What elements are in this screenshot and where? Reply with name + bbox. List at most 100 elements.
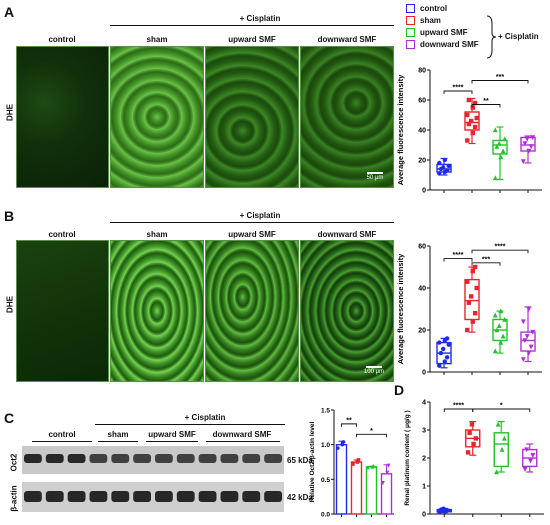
blot-band-actin: [155, 491, 173, 502]
blot-band-actin: [111, 491, 130, 502]
bar: [350, 461, 363, 515]
data-point: [385, 470, 390, 475]
box: [464, 111, 480, 131]
data-point: [474, 285, 479, 291]
data-point: [466, 121, 472, 127]
data-point: [526, 306, 532, 312]
scale-bar-a: 50 μm: [360, 172, 390, 181]
data-point: [526, 148, 532, 154]
blot-band-oct2: [242, 454, 261, 463]
significance-bracket: ****: [443, 85, 473, 94]
data-point: [386, 463, 391, 468]
chart-a-fluorescence: 0 20 40 60 80 Average fluorescence intensity *…: [396, 68, 542, 195]
blot-group-line-upward: [146, 441, 198, 442]
blot-band-actin: [89, 491, 108, 502]
blot-band-actin: [264, 491, 282, 502]
data-point: [530, 329, 536, 335]
micrograph-downward-b: [300, 240, 394, 382]
data-point: [474, 115, 479, 121]
data-point: [492, 348, 498, 354]
legend-label-downward: downward SMF: [420, 39, 479, 49]
legend-swatch-upward: [406, 27, 415, 37]
cisplatin-header-b: + Cisplatin: [239, 211, 281, 220]
data-point: [500, 148, 506, 154]
data-point: [473, 436, 479, 441]
data-point: [494, 143, 500, 149]
micrograph-sham-b: [110, 240, 204, 382]
data-point: [472, 311, 478, 316]
data-point: [442, 157, 447, 163]
group-downward-smf: [380, 463, 393, 515]
group-control: [436, 336, 452, 369]
group-downward-smf: [520, 135, 536, 165]
micrograph-upward-a: [205, 46, 299, 188]
data-point: [526, 350, 532, 356]
micrograph-upward-b: [205, 240, 299, 382]
significance-label: *: [370, 428, 373, 435]
group-sham: [464, 264, 480, 333]
data-point: [466, 97, 472, 103]
data-point: [524, 334, 530, 339]
data-point: [520, 357, 526, 363]
data-point: [498, 308, 504, 314]
significance-bracket: ****: [443, 403, 474, 412]
bar: [380, 473, 393, 515]
significance-label: *: [500, 403, 503, 410]
blot-strip-oct2: [22, 446, 284, 474]
blot-group-line-downward: [206, 441, 280, 442]
scale-bar-label-a: 50 μm: [366, 175, 384, 181]
data-point: [528, 144, 534, 150]
blot-band-oct2: [176, 454, 195, 463]
y-tick-label: 0: [422, 512, 426, 519]
y-axis-label: Renal platinum content ( μg/g ): [404, 410, 411, 505]
significance-bracket: ***: [471, 256, 501, 266]
blot-cisplatin-header: + Cisplatin: [184, 413, 226, 422]
blot-kda-actin: 42 kDa: [287, 493, 313, 502]
y-tick-label: 20: [418, 328, 426, 335]
panel-label-d: D: [394, 382, 405, 398]
column-label-upward-a: upward SMF: [228, 35, 276, 44]
data-point: [530, 135, 536, 141]
western-blot: [22, 446, 284, 512]
data-point: [465, 138, 470, 143]
data-point: [365, 465, 370, 470]
data-point: [470, 269, 475, 274]
legend-item-sham: sham: [406, 14, 546, 26]
blot-band-actin: [133, 491, 151, 502]
column-label-upward-b: upward SMF: [228, 230, 276, 239]
chart-b-fluorescence: 0 20 40 60 Average fluorescence intensity ***…: [396, 244, 542, 377]
blot-group-line-control: [32, 441, 92, 442]
legend-item-downward: downward SMF: [406, 38, 546, 50]
data-point: [470, 130, 475, 136]
legend-swatch-control: [406, 3, 415, 13]
data-point: [469, 294, 474, 299]
data-point: [467, 430, 472, 435]
scale-bar-b: 100 μm: [358, 366, 390, 375]
data-point: [492, 312, 498, 318]
blot-band-actin: [242, 491, 261, 502]
y-tick-label: 0: [422, 370, 426, 377]
group-upward-smf: [492, 308, 508, 354]
y-tick-label: 80: [418, 68, 426, 75]
column-label-downward-a: downward SMF: [317, 35, 377, 44]
data-point: [528, 344, 534, 350]
panel-label-b: B: [4, 208, 15, 224]
data-point: [522, 338, 528, 344]
blot-strip-actin: [22, 482, 284, 512]
data-point: [492, 127, 498, 133]
data-point: [444, 336, 450, 341]
significance-bracket: **: [341, 417, 357, 427]
group-upward-smf: [493, 421, 509, 475]
data-point: [437, 171, 442, 176]
micrograph-control-b: [16, 240, 109, 382]
significance-bracket: **: [471, 98, 501, 108]
data-point: [502, 136, 508, 142]
significance-label: ****: [453, 85, 464, 92]
y-axis-label: Average fluorescence intensity: [396, 253, 405, 364]
group-upward-smf: [492, 126, 508, 181]
data-point: [472, 264, 478, 270]
data-point: [444, 168, 450, 173]
blot-band-oct2: [67, 454, 86, 463]
legend-swatch-sham: [406, 15, 415, 25]
significance-label: ****: [453, 403, 464, 410]
